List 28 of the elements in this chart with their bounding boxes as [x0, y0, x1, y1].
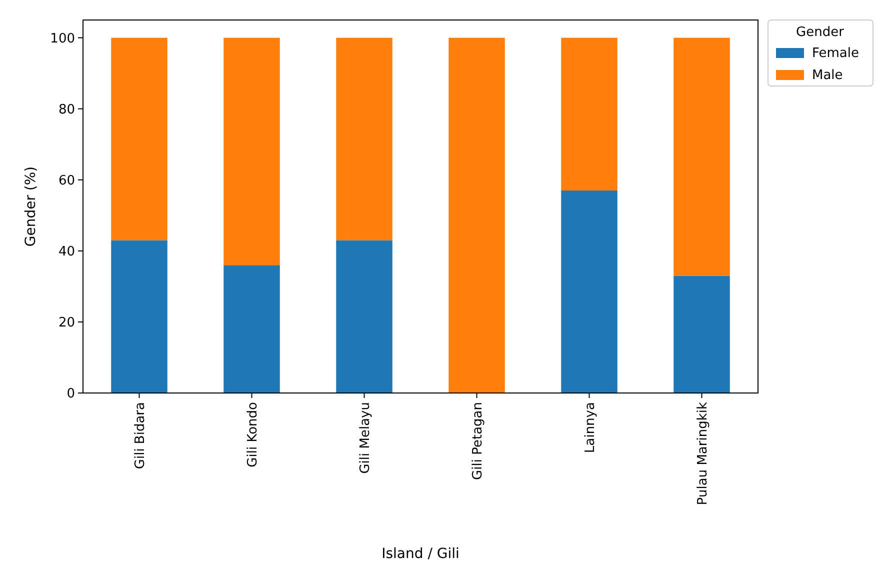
- bar: [336, 240, 392, 393]
- y-tick-label: 20: [58, 316, 75, 330]
- bar: [111, 240, 168, 393]
- y-tick-label: 40: [58, 244, 75, 260]
- x-tick-label: Gili Bidara: [132, 402, 148, 470]
- y-tick-label: 60: [58, 173, 75, 188]
- bar: [111, 38, 168, 240]
- bar: [674, 38, 730, 276]
- x-tick-label: Gili Petagan: [470, 402, 486, 480]
- bar: [336, 38, 392, 240]
- bar: [561, 190, 618, 393]
- legend-label: Male: [812, 68, 843, 83]
- bar: [224, 265, 280, 393]
- y-tick-label: 0: [66, 386, 75, 402]
- y-axis-title: Gender (%): [23, 166, 39, 247]
- y-tick-label: 80: [58, 102, 75, 118]
- x-tick-label: Gili Melayu: [358, 402, 373, 474]
- x-tick-label: Gili Kondo: [245, 402, 260, 468]
- x-tick-label: Lainnya: [582, 402, 598, 453]
- x-tick-label: Pulau Maringkik: [695, 402, 710, 506]
- bar: [561, 38, 618, 191]
- legend-label: Female: [812, 46, 860, 61]
- bar: [674, 276, 730, 393]
- legend-title: Gender: [796, 25, 845, 40]
- bar: [448, 38, 505, 393]
- y-tick-label: 100: [50, 31, 75, 46]
- bar: [224, 38, 280, 266]
- x-axis-title: Island / Gili: [382, 546, 460, 562]
